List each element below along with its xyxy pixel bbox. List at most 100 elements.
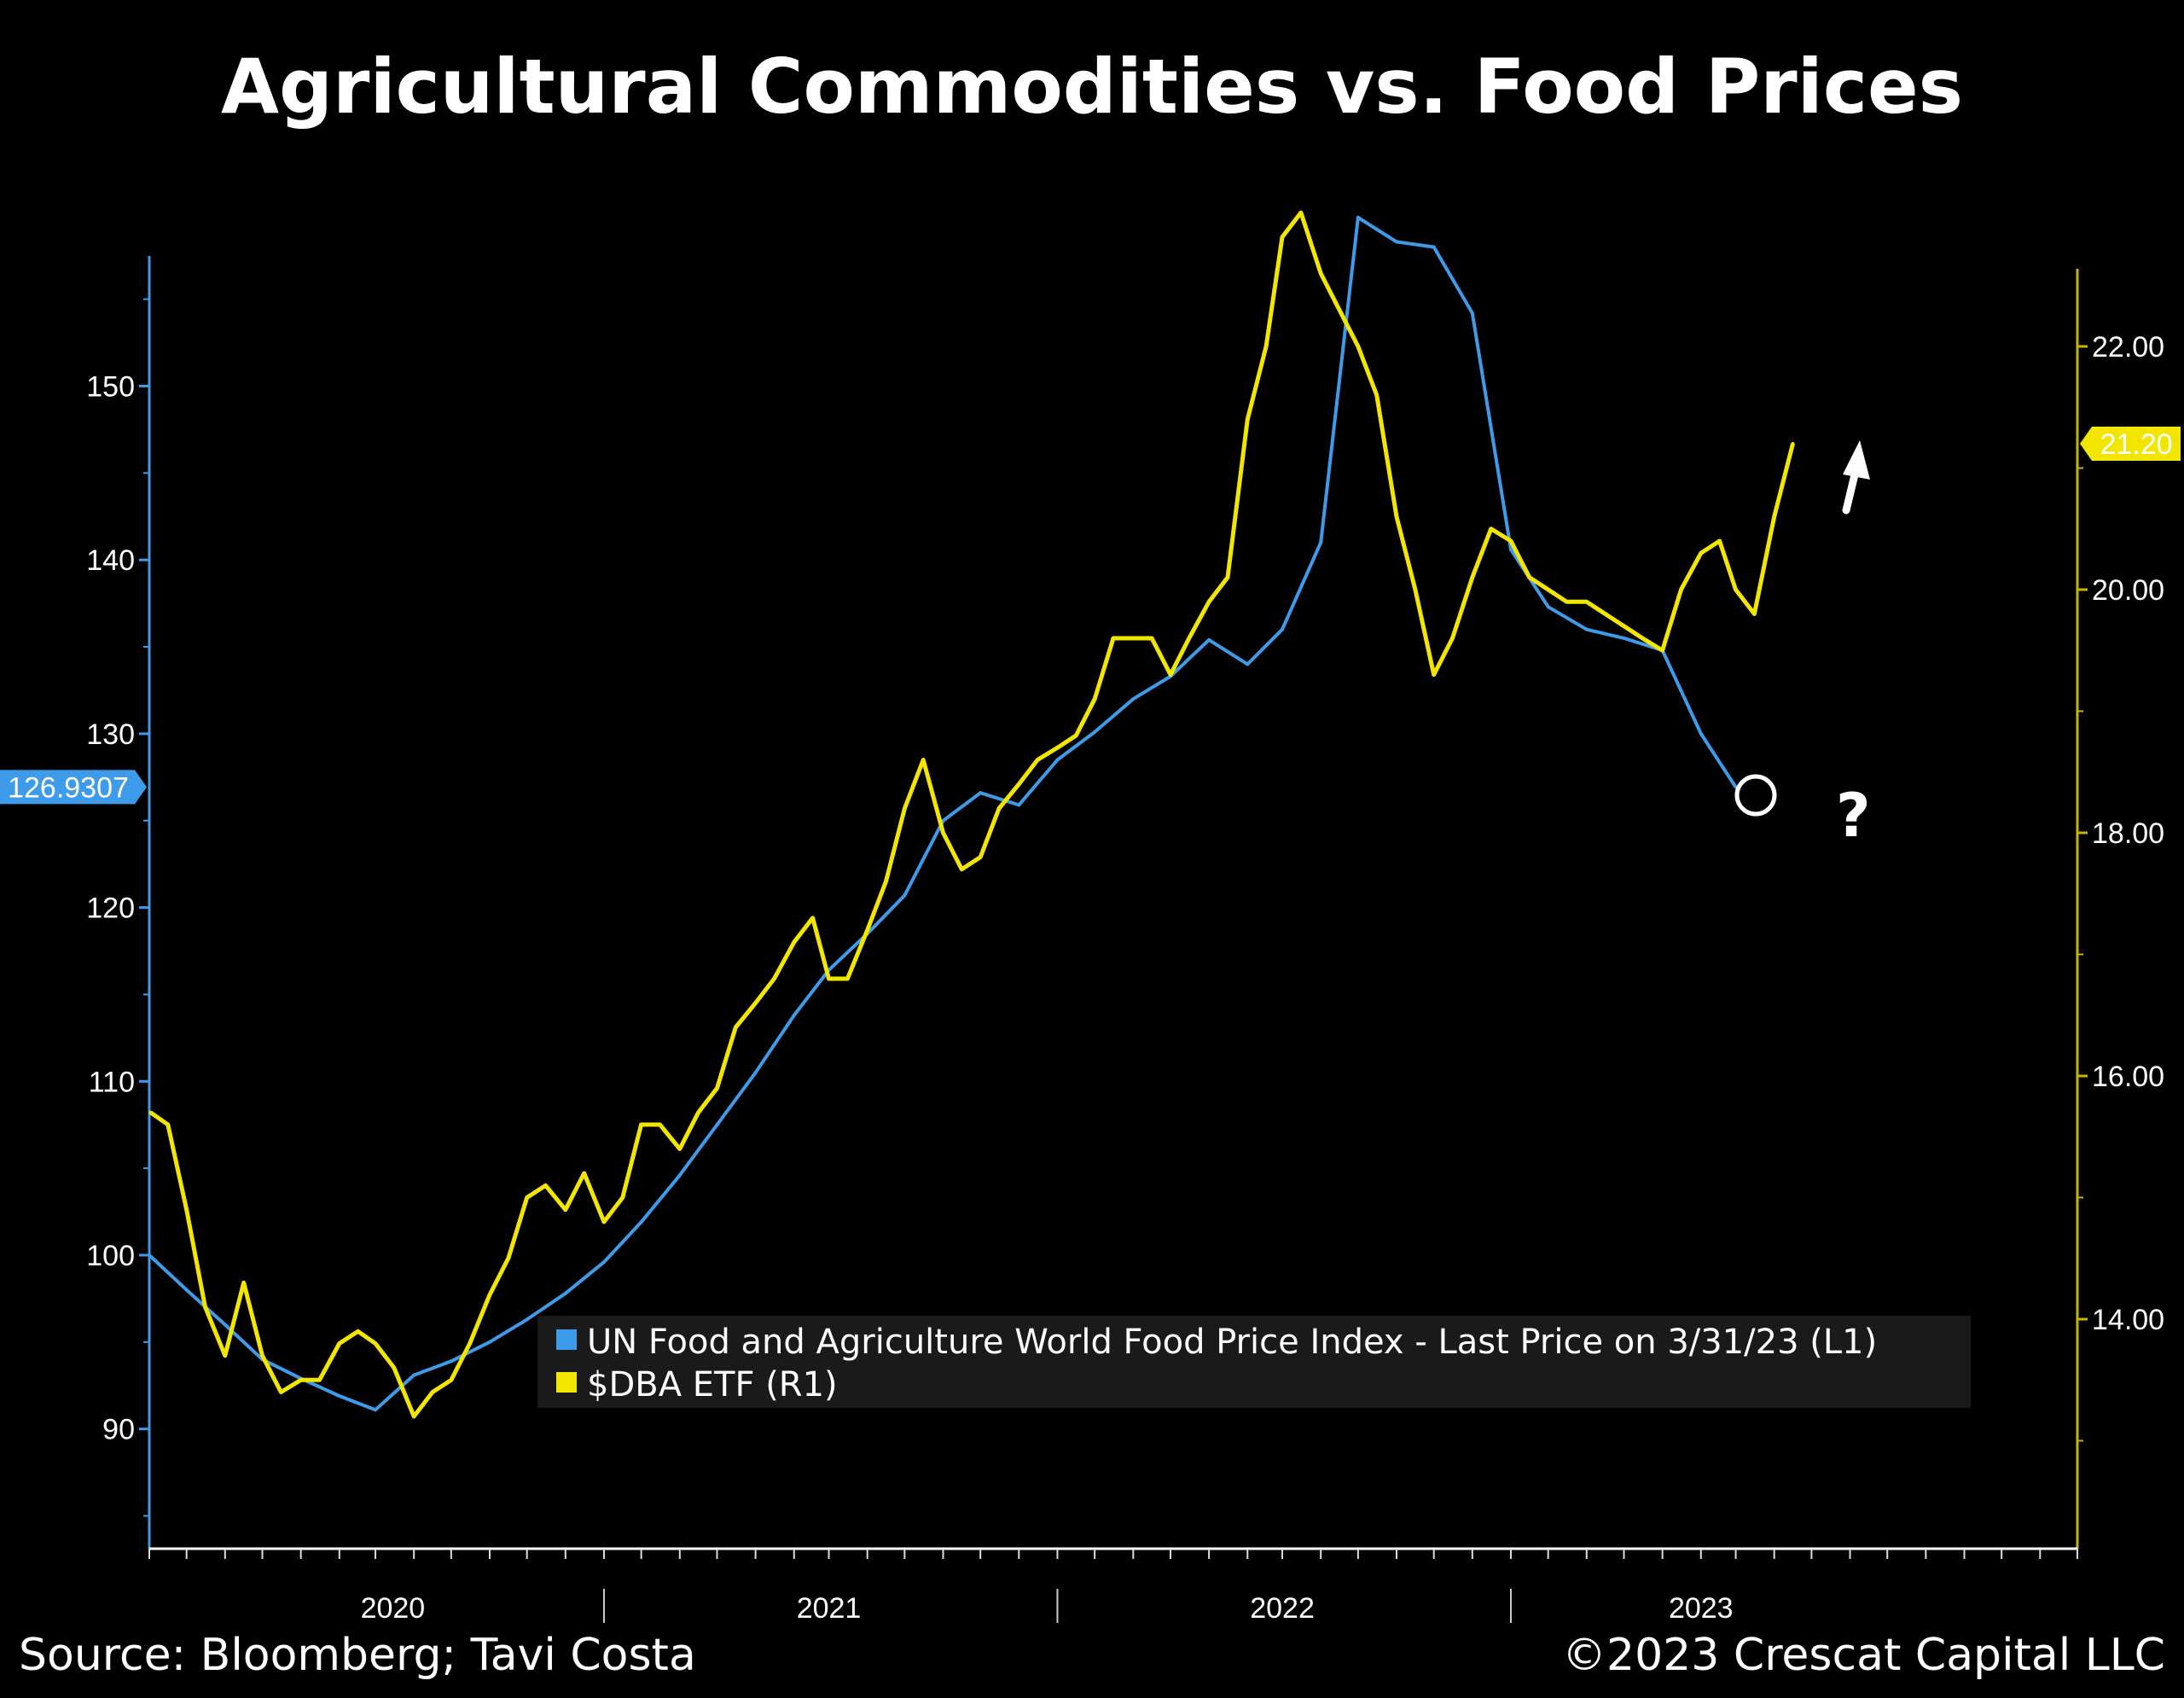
dba-point (753, 1001, 758, 1005)
dba-point (1074, 734, 1078, 737)
annotations: ? (1734, 440, 1871, 851)
un-index-point (1319, 540, 1323, 544)
dba-point (1470, 575, 1474, 579)
dba-point (1489, 526, 1493, 531)
dba-point (1734, 588, 1738, 591)
dba-point (921, 758, 926, 762)
dba-point (431, 1390, 435, 1394)
left-tick-label: 120 (86, 893, 135, 925)
un-index-point (563, 1291, 567, 1295)
un-index-point (715, 1123, 719, 1127)
un-index-point (148, 1253, 151, 1257)
dba-point (1168, 672, 1172, 677)
dba-point (166, 1123, 170, 1126)
dba-point (772, 977, 776, 980)
dba-point (543, 1183, 548, 1188)
un-index-point (1584, 627, 1589, 631)
dba-point (1546, 588, 1550, 591)
dba-point (792, 940, 796, 945)
un-index-line (148, 215, 1738, 1412)
un-index-point (184, 1288, 189, 1292)
dba-point (865, 928, 869, 932)
x-tick-label: 2021 (797, 1592, 862, 1625)
dba-point (1356, 345, 1360, 348)
un-index-point (1207, 637, 1211, 642)
dba-point (1413, 588, 1417, 591)
dba-point (1527, 575, 1531, 579)
un-index-point (753, 1071, 758, 1075)
dba-point (639, 1123, 643, 1126)
right-last-value-badge (2080, 427, 2181, 461)
right-last-value-label: 21.20 (2100, 428, 2172, 461)
dba-point (997, 806, 1002, 811)
left-tick-label: 130 (86, 718, 135, 751)
legend-swatch-un-index (556, 1329, 577, 1350)
dba-point (903, 806, 907, 811)
dba-point (960, 867, 964, 871)
dba-point (845, 977, 850, 980)
dba-point (506, 1256, 510, 1260)
dba-point (1264, 345, 1269, 348)
dba-point (184, 1207, 189, 1212)
dba-point (1017, 782, 1021, 786)
dba-point (1281, 235, 1285, 239)
dba-point (582, 1172, 586, 1175)
un-index-point (1699, 731, 1703, 736)
dba-point (148, 1110, 153, 1114)
right-tick-label: 16.00 (2092, 1061, 2164, 1093)
legend-swatch-dba (556, 1372, 577, 1393)
dba-point (260, 1353, 264, 1358)
axis-ticks: 2020 2021 2022 2023 90 100 110 120 130 140 150 14.0… (0, 298, 2181, 1625)
un-index-point (903, 893, 907, 898)
un-index-point (941, 818, 945, 823)
dba-point (1036, 758, 1040, 762)
dba-point (1603, 612, 1607, 616)
dba-point (1432, 672, 1436, 677)
dba-point (658, 1123, 662, 1126)
un-index-point (639, 1220, 643, 1224)
dba-point (1112, 637, 1115, 640)
dba-point (1187, 637, 1191, 640)
dba-point (827, 977, 831, 980)
dba-point (620, 1195, 624, 1200)
dba-point (468, 1341, 472, 1346)
dba-point (1791, 442, 1795, 445)
un-index-point (223, 1323, 227, 1327)
dba-point (449, 1378, 453, 1382)
dba-point (1772, 515, 1776, 519)
dba-point (374, 1341, 378, 1346)
dba-point (810, 916, 815, 920)
dba-point (392, 1366, 396, 1369)
un-index-point (1131, 697, 1136, 701)
un-index-point (1546, 605, 1550, 609)
x-tick-label: 2020 (361, 1592, 426, 1625)
dba-point (337, 1341, 341, 1346)
x-tick-label: 2023 (1669, 1592, 1734, 1625)
un-index-point (1432, 245, 1436, 249)
dba-point (1660, 648, 1664, 653)
un-index-point (487, 1340, 491, 1344)
un-index-point (979, 791, 983, 795)
un-index-point (1395, 240, 1399, 244)
un-index-point (525, 1317, 529, 1322)
dba-point (1207, 600, 1211, 604)
dba-point (696, 1110, 700, 1114)
dba-point (356, 1329, 360, 1334)
dba-point (601, 1220, 606, 1224)
un-index-point (412, 1373, 416, 1377)
dba-point (941, 831, 945, 834)
series-layer (148, 210, 1795, 1419)
dba-point (487, 1293, 491, 1297)
circle-highlight-icon (1734, 774, 1777, 817)
un-index-point (601, 1260, 606, 1265)
dba-point (734, 1026, 738, 1029)
dba-point (412, 1415, 416, 1418)
source-note: Source: Bloomberg; Tavi Costa (19, 1630, 696, 1681)
un-index-point (1622, 636, 1626, 640)
left-tick-label: 90 (102, 1414, 135, 1446)
dba-point (1338, 308, 1342, 312)
dba-point (1055, 746, 1060, 750)
dba-line (149, 210, 1795, 1419)
left-tick-label: 150 (86, 371, 135, 404)
un-index-point (1017, 803, 1021, 807)
